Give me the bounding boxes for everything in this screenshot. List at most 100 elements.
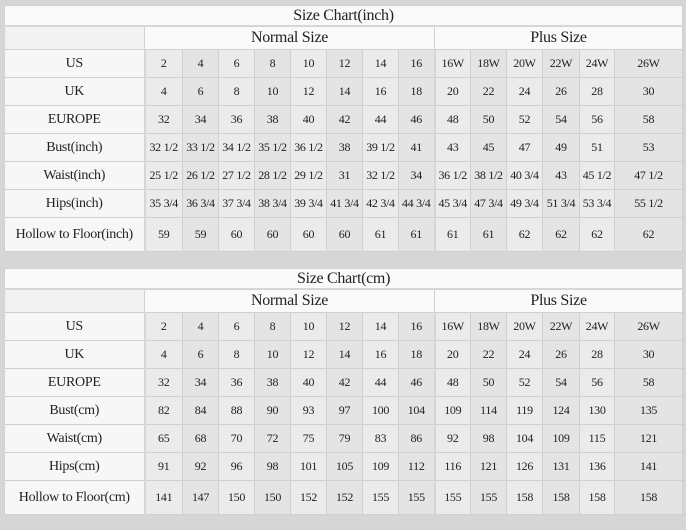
size-cell: 109: [542, 424, 580, 453]
size-cell: 60: [326, 217, 363, 252]
size-cell: 31: [326, 161, 363, 190]
size-cell: 155: [470, 480, 507, 515]
size-cell: 14: [326, 340, 363, 369]
size-cell: 27 1/2: [218, 161, 255, 190]
table-row: Hips(inch) 35 3/4 36 3/4 37 3/4 38 3/4 39 3/4…: [4, 189, 684, 218]
size-cell: 12: [326, 312, 363, 341]
size-cell: 116: [433, 452, 471, 481]
size-cell: 51: [579, 133, 615, 162]
size-cell: 26 1/2: [182, 161, 219, 190]
size-cell: 6: [218, 49, 255, 78]
size-cell: 90: [254, 396, 291, 425]
size-chart-cm: Size Chart(cm) Normal Size Plus Size US 2 4 6 8…: [3, 268, 684, 515]
size-cell: 44 3/4: [398, 189, 435, 218]
size-cell: 41: [398, 133, 435, 162]
size-cell: 104: [506, 424, 543, 453]
size-table: Size Chart(inch) Normal Size Plus Size US 2 4…: [3, 5, 684, 252]
size-cell: 135: [613, 396, 684, 425]
size-cell: 20W: [506, 49, 543, 78]
size-cell: 18W: [470, 312, 507, 341]
size-cell: 38 1/2: [470, 161, 507, 190]
size-cell: 28: [579, 340, 615, 369]
chart-title: Size Chart(inch): [3, 5, 684, 27]
size-cell: 56: [579, 368, 615, 397]
size-cell: 115: [579, 424, 615, 453]
row-label: EUROPE: [4, 105, 146, 134]
size-cell: 38: [254, 368, 291, 397]
size-cell: 16: [398, 49, 435, 78]
size-cell: 10: [254, 340, 291, 369]
size-cell: 35 1/2: [254, 133, 291, 162]
size-cell: 36: [218, 105, 255, 134]
size-cell: 58: [613, 368, 684, 397]
size-cell: 112: [398, 452, 435, 481]
row-label: Waist(inch): [4, 161, 146, 190]
size-cell: 40: [290, 368, 327, 397]
size-cell: 26: [542, 77, 580, 106]
row-label: UK: [4, 77, 146, 106]
size-cell: 62: [542, 217, 580, 252]
row-label: Hips(inch): [4, 189, 146, 218]
size-cell: 10: [290, 49, 327, 78]
size-cell: 60: [254, 217, 291, 252]
header-blank-cell: [4, 288, 145, 313]
size-cell: 16W: [433, 312, 471, 341]
size-cell: 121: [613, 424, 684, 453]
size-cell: 22W: [542, 312, 580, 341]
size-cell: 62: [579, 217, 615, 252]
size-cell: 24W: [579, 49, 615, 78]
size-cell: 46: [398, 105, 435, 134]
size-cell: 12: [326, 49, 363, 78]
size-cell: 124: [542, 396, 580, 425]
size-cell: 60: [290, 217, 327, 252]
size-cell: 88: [218, 396, 255, 425]
size-cell: 150: [254, 480, 291, 515]
size-cell: 32 1/2: [144, 133, 183, 162]
size-cell: 28: [579, 77, 615, 106]
row-label: Bust(cm): [4, 396, 146, 425]
size-cell: 43: [433, 133, 471, 162]
size-cell: 45 1/2: [579, 161, 615, 190]
size-cell: 75: [290, 424, 327, 453]
size-cell: 47 1/2: [613, 161, 684, 190]
size-cell: 2: [144, 312, 183, 341]
size-cell: 92: [182, 452, 219, 481]
size-cell: 29 1/2: [290, 161, 327, 190]
size-cell: 20: [433, 77, 471, 106]
size-cell: 8: [218, 77, 255, 106]
size-cell: 8: [254, 49, 291, 78]
size-cell: 47: [506, 133, 543, 162]
size-cell: 51 3/4: [542, 189, 580, 218]
table-row: Hollow to Floor(cm) 141 147 150 150 152 152 155…: [4, 480, 684, 515]
size-cell: 6: [182, 340, 219, 369]
size-cell: 62: [613, 217, 684, 252]
row-label: Bust(inch): [4, 133, 146, 162]
size-cell: 109: [362, 452, 399, 481]
size-cell: 98: [470, 424, 507, 453]
size-cell: 4: [182, 49, 219, 78]
size-cell: 34 1/2: [218, 133, 255, 162]
size-cell: 2: [144, 49, 183, 78]
size-cell: 114: [470, 396, 507, 425]
size-cell: 61: [398, 217, 435, 252]
size-cell: 39 1/2: [362, 133, 399, 162]
size-cell: 22: [470, 77, 507, 106]
size-cell: 49: [542, 133, 580, 162]
size-cell: 92: [433, 424, 471, 453]
size-cell: 65: [144, 424, 183, 453]
size-cell: 60: [218, 217, 255, 252]
size-cell: 32: [144, 368, 183, 397]
size-cell: 105: [326, 452, 363, 481]
size-cell: 150: [218, 480, 255, 515]
size-cell: 42: [326, 368, 363, 397]
size-cell: 54: [542, 105, 580, 134]
size-cell: 79: [326, 424, 363, 453]
normal-size-header: Normal Size: [144, 25, 435, 50]
size-cell: 4: [144, 340, 183, 369]
size-cell: 32: [144, 105, 183, 134]
size-cell: 141: [613, 452, 684, 481]
size-cell: 82: [144, 396, 183, 425]
size-cell: 49 3/4: [506, 189, 543, 218]
size-cell: 42: [326, 105, 363, 134]
size-cell: 61: [433, 217, 471, 252]
